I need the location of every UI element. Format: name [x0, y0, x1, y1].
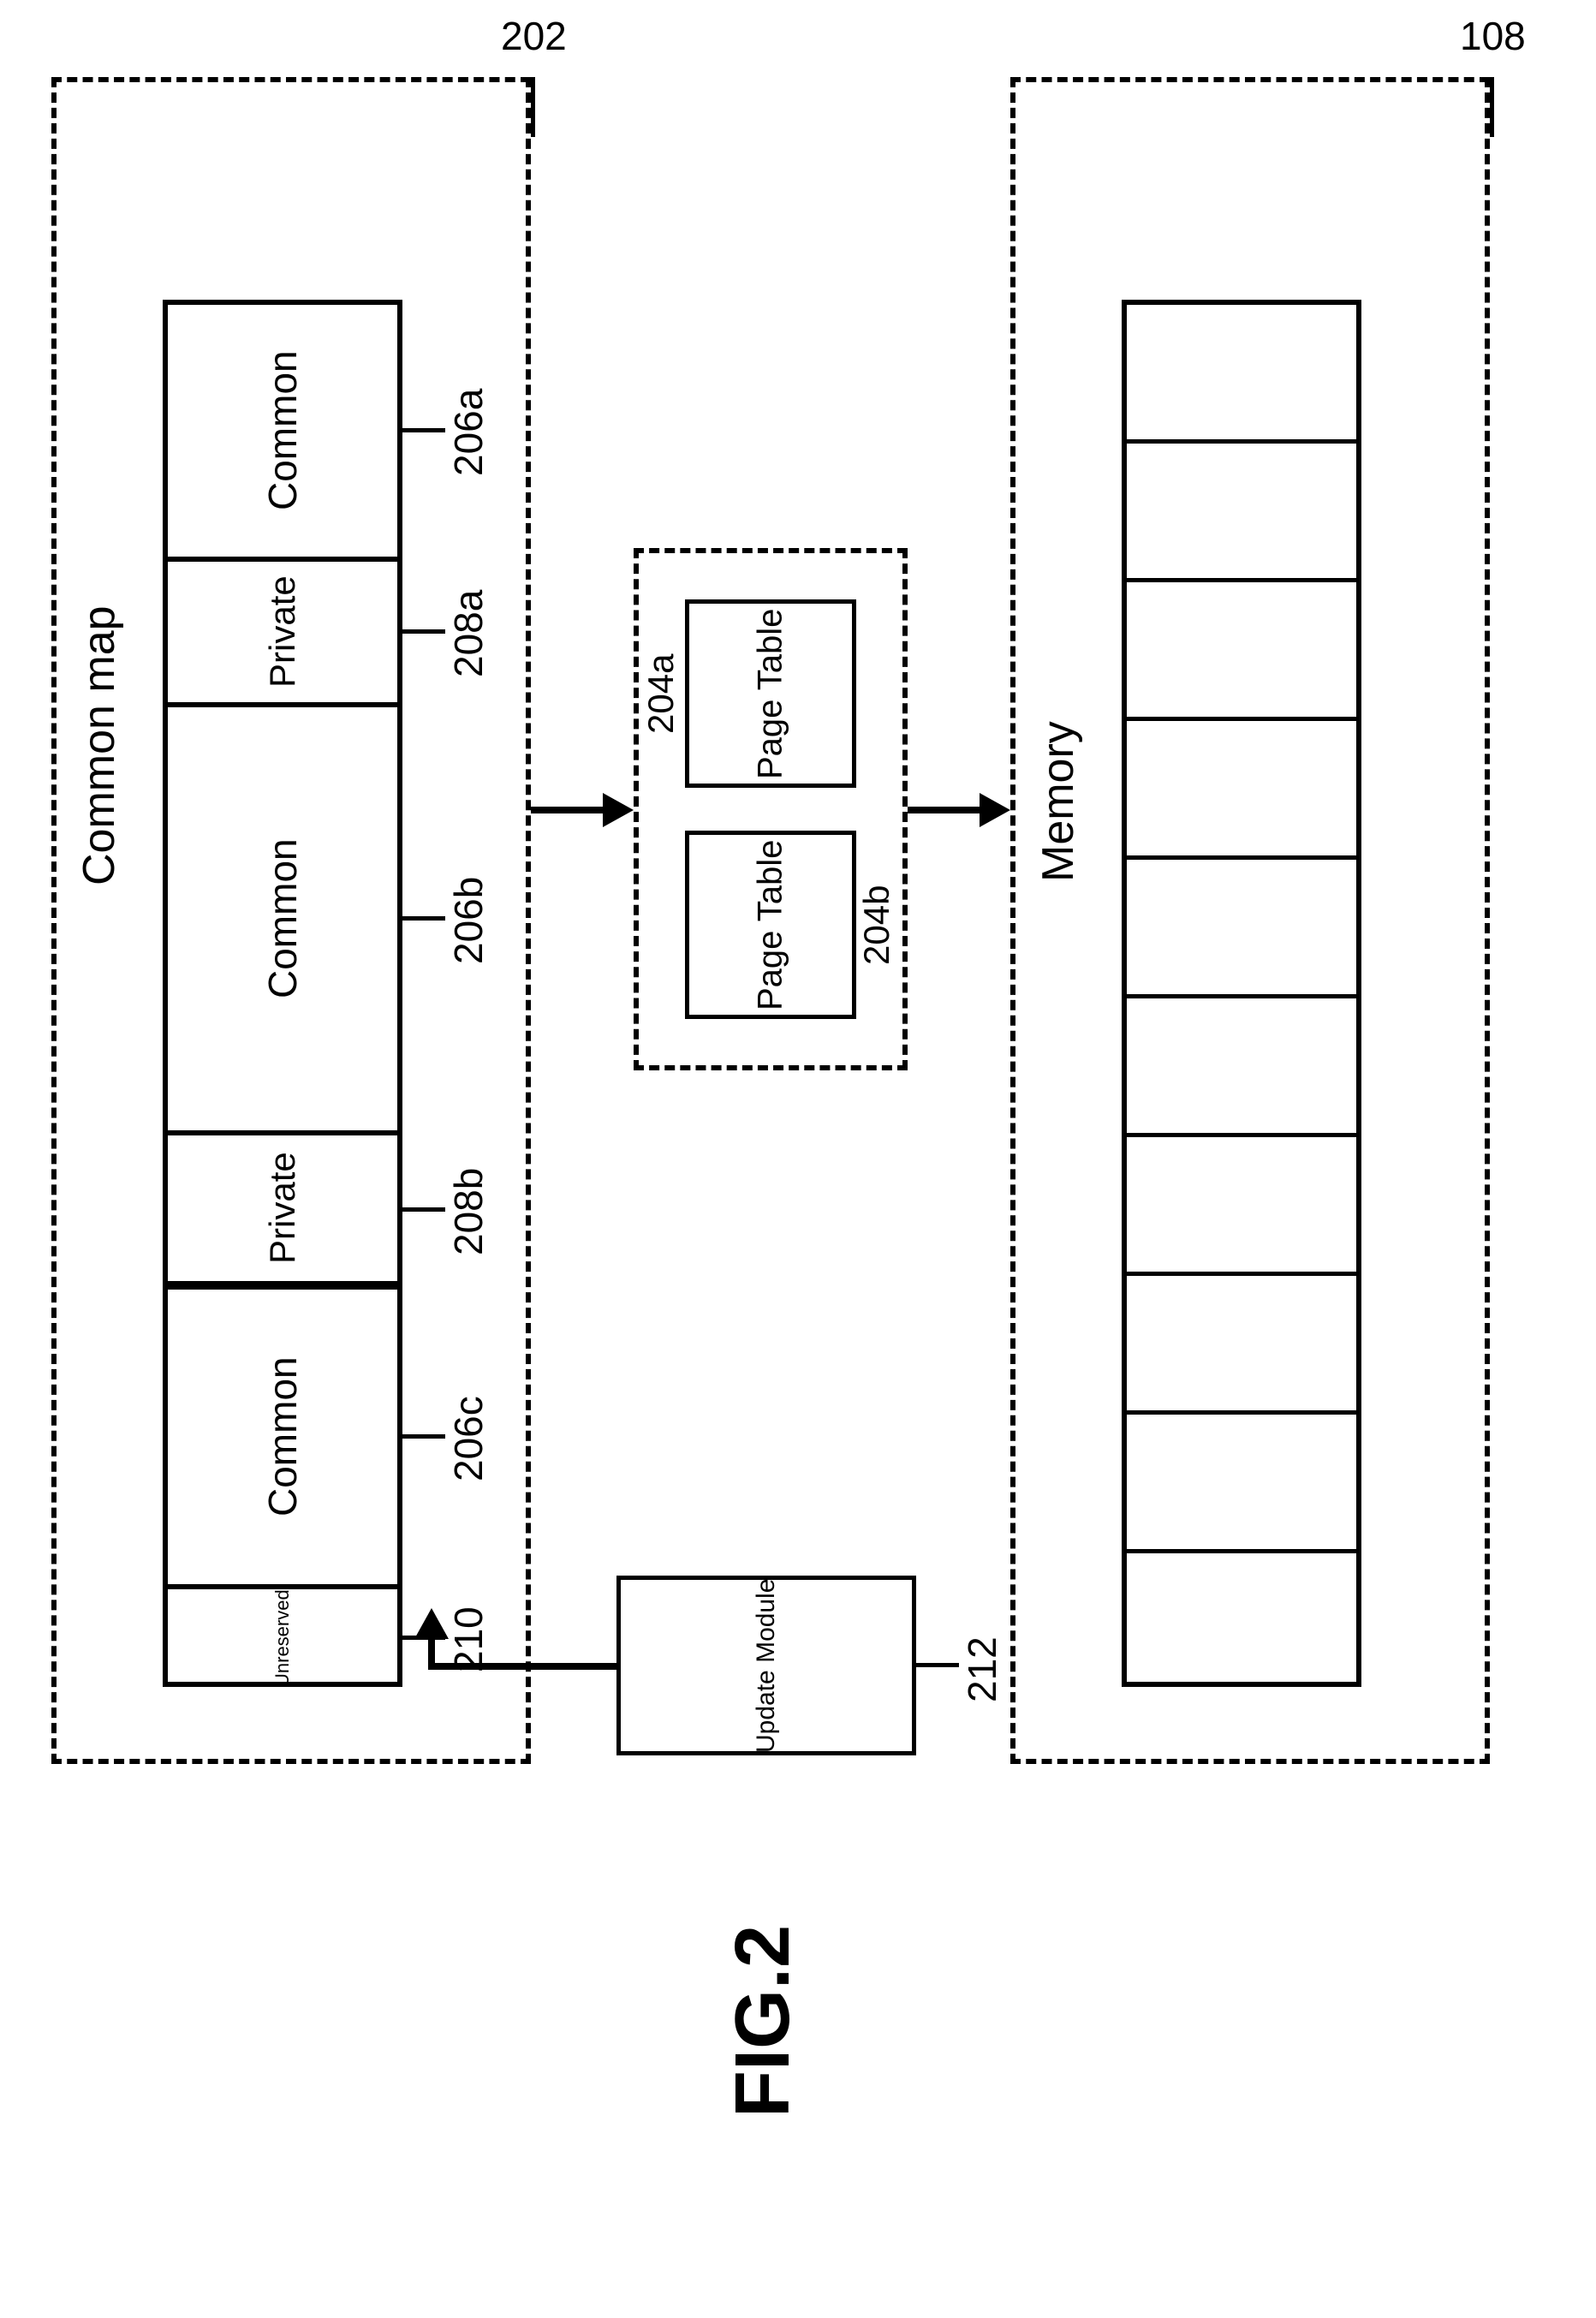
page-table-a: Page Table — [685, 599, 856, 788]
ref-202: 202 — [501, 13, 567, 59]
memory-row — [1127, 582, 1356, 721]
arrow-um-h — [428, 1663, 616, 1670]
ref-208a: 208a — [445, 578, 491, 689]
memory-row — [1127, 721, 1356, 860]
page-table-a-label: Page Table — [752, 608, 790, 779]
region-private-1: Private — [168, 562, 397, 707]
memory-row — [1127, 998, 1356, 1137]
update-module-label: Update Module — [752, 1584, 781, 1747]
page-table-b-label: Page Table — [752, 839, 790, 1010]
memory-row — [1127, 860, 1356, 998]
ref-204a: 204a — [640, 638, 682, 749]
ref-212: 212 — [959, 1631, 1005, 1708]
memory-row — [1127, 1137, 1356, 1276]
region-private-2: Private — [168, 1135, 397, 1290]
leader-212 — [916, 1663, 959, 1667]
region-label: Common — [259, 328, 306, 533]
arrow-head-map-to-pt — [603, 793, 634, 827]
region-label: Common — [259, 816, 306, 1022]
memory-row — [1127, 1276, 1356, 1415]
common-map-table: Common Private Common Private Common Unr… — [163, 300, 402, 1687]
ref-204b: 204b — [856, 869, 897, 980]
figure-label: FIG.2 — [719, 1884, 807, 2158]
region-label: Common — [259, 1334, 306, 1540]
ref-206c: 206c — [445, 1383, 491, 1494]
arrow-map-to-pt — [531, 807, 606, 813]
memory-title: Memory — [1033, 682, 1084, 921]
leader-108 — [1490, 77, 1494, 137]
memory-row — [1127, 444, 1356, 582]
ref-206a: 206a — [445, 377, 491, 488]
arrow-head-pt-to-mem — [980, 793, 1010, 827]
region-label: Private — [262, 1144, 303, 1272]
arrow-um-v — [428, 1636, 435, 1670]
leader-206a — [402, 428, 445, 432]
leader-206b — [402, 916, 445, 921]
region-label: Private — [262, 568, 303, 696]
leader-206c — [402, 1434, 445, 1439]
region-label: Unreserved — [271, 1591, 294, 1685]
region-unreserved: Unreserved — [168, 1589, 397, 1687]
ref-208b: 208b — [445, 1156, 491, 1267]
page-table-b: Page Table — [685, 831, 856, 1019]
region-common-1: Common — [168, 305, 397, 562]
update-module: Update Module — [616, 1576, 916, 1755]
arrow-head-um-up — [414, 1608, 449, 1639]
region-common-3: Common — [168, 1290, 397, 1589]
memory-row — [1127, 1415, 1356, 1553]
common-map-title: Common map — [74, 553, 125, 939]
memory-row — [1127, 1553, 1356, 1687]
leader-202 — [531, 77, 535, 137]
region-common-2: Common — [168, 707, 397, 1135]
leader-208b — [402, 1207, 445, 1212]
arrow-pt-to-mem — [908, 807, 983, 813]
ref-206b: 206b — [445, 865, 491, 976]
ref-108: 108 — [1460, 13, 1526, 59]
memory-row — [1127, 305, 1356, 444]
memory-table — [1122, 300, 1361, 1687]
leader-208a — [402, 629, 445, 634]
